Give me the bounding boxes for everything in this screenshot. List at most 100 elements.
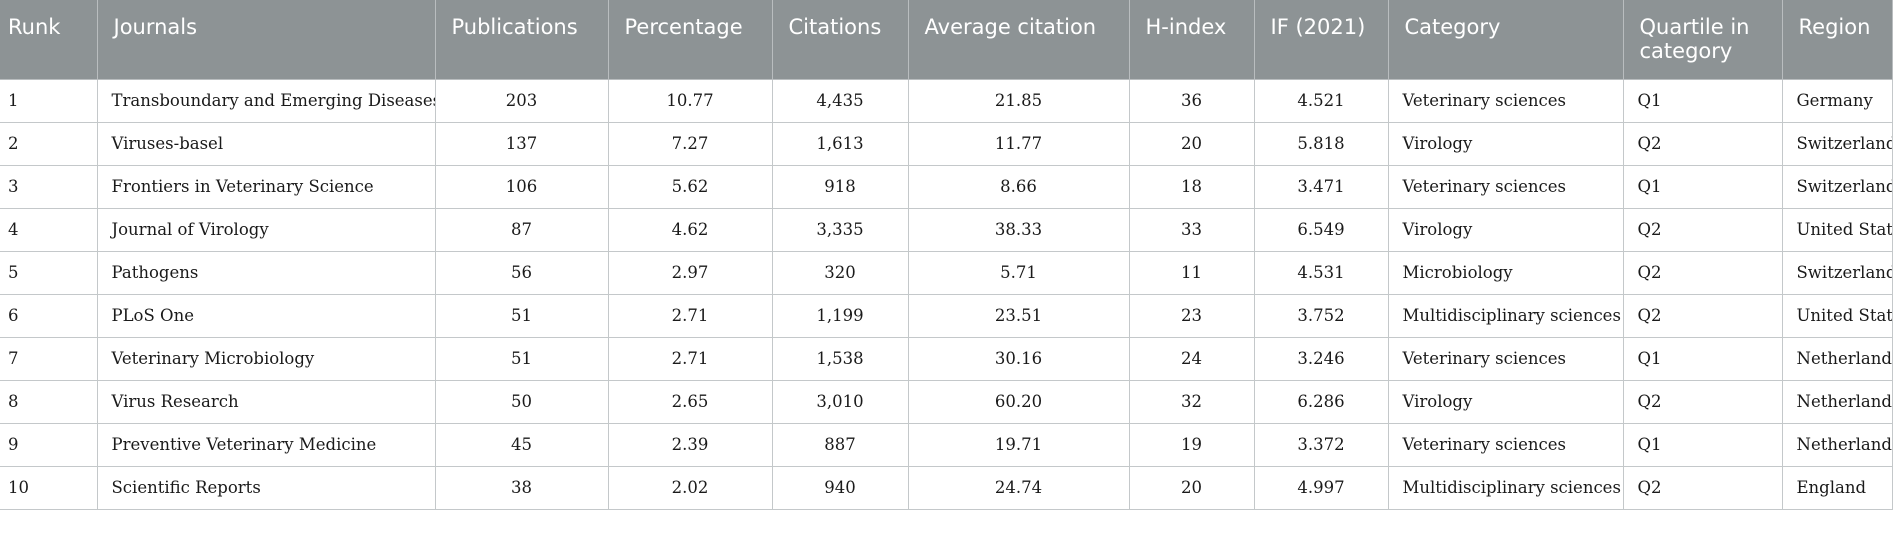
cell-region: Germany [1781, 78, 1893, 123]
cell-quartile: Q1 [1622, 336, 1783, 381]
table-header: Runk Journals Publications Percentage Ci… [0, 0, 1893, 80]
cell-publications: 38 [434, 465, 609, 510]
cell-category: Veterinary sciences [1387, 336, 1624, 381]
cell-journal: PLoS One [96, 293, 436, 338]
cell-journal: Journal of Virology [96, 207, 436, 252]
table-row: 6 PLoS One 51 2.71 1,199 23.51 23 3.752 Multidis… [0, 293, 1893, 338]
header-percentage: Percentage [607, 0, 773, 80]
cell-avg-citation: 21.85 [907, 78, 1130, 123]
cell-avg-citation: 5.71 [907, 250, 1130, 295]
header-h-index: H-index [1128, 0, 1255, 80]
cell-avg-citation: 23.51 [907, 293, 1130, 338]
cell-region: Netherlands [1781, 379, 1893, 424]
header-impact-factor: IF (2021) [1253, 0, 1389, 80]
cell-quartile: Q2 [1622, 121, 1783, 166]
cell-quartile: Q2 [1622, 250, 1783, 295]
cell-region: United States [1781, 207, 1893, 252]
header-citations: Citations [771, 0, 909, 80]
cell-category: Virology [1387, 121, 1624, 166]
cell-region: England [1781, 465, 1893, 510]
table-body: 1 Transboundary and Emerging Diseases 203 1… [0, 78, 1893, 510]
cell-category: Microbiology [1387, 250, 1624, 295]
cell-percentage: 7.27 [607, 121, 773, 166]
cell-h-index: 33 [1128, 207, 1255, 252]
cell-citations: 1,613 [771, 121, 909, 166]
table-row: 1 Transboundary and Emerging Diseases 203 1… [0, 78, 1893, 123]
header-rank: Runk [0, 0, 98, 80]
cell-region: Switzerland [1781, 121, 1893, 166]
cell-rank: 9 [0, 422, 98, 467]
cell-quartile: Q2 [1622, 465, 1783, 510]
cell-impact-factor: 4.521 [1253, 78, 1389, 123]
cell-h-index: 32 [1128, 379, 1255, 424]
cell-avg-citation: 30.16 [907, 336, 1130, 381]
cell-citations: 1,199 [771, 293, 909, 338]
cell-percentage: 2.71 [607, 293, 773, 338]
cell-category: Virology [1387, 379, 1624, 424]
header-avg-citation: Average citation [907, 0, 1130, 80]
cell-rank: 4 [0, 207, 98, 252]
cell-citations: 887 [771, 422, 909, 467]
cell-journal: Virus Research [96, 379, 436, 424]
cell-h-index: 20 [1128, 465, 1255, 510]
cell-publications: 50 [434, 379, 609, 424]
table-row: 7 Veterinary Microbiology 51 2.71 1,538 30.16… [0, 336, 1893, 381]
cell-percentage: 2.97 [607, 250, 773, 295]
header-journal: Journals [96, 0, 436, 80]
cell-quartile: Q1 [1622, 78, 1783, 123]
cell-citations: 1,538 [771, 336, 909, 381]
cell-quartile: Q2 [1622, 207, 1783, 252]
cell-journal: Frontiers in Veterinary Science [96, 164, 436, 209]
table-row: 4 Journal of Virology 87 4.62 3,335 38.33 33 6.… [0, 207, 1893, 252]
cell-rank: 6 [0, 293, 98, 338]
cell-journal: Viruses-basel [96, 121, 436, 166]
cell-citations: 4,435 [771, 78, 909, 123]
cell-journal: Preventive Veterinary Medicine [96, 422, 436, 467]
cell-h-index: 19 [1128, 422, 1255, 467]
cell-impact-factor: 4.997 [1253, 465, 1389, 510]
cell-quartile: Q2 [1622, 293, 1783, 338]
cell-journal: Pathogens [96, 250, 436, 295]
cell-citations: 940 [771, 465, 909, 510]
cell-category: Multidisciplinary sciences [1387, 293, 1624, 338]
cell-publications: 56 [434, 250, 609, 295]
cell-impact-factor: 3.246 [1253, 336, 1389, 381]
cell-percentage: 10.77 [607, 78, 773, 123]
cell-impact-factor: 3.752 [1253, 293, 1389, 338]
cell-publications: 87 [434, 207, 609, 252]
cell-h-index: 20 [1128, 121, 1255, 166]
cell-rank: 1 [0, 78, 98, 123]
cell-journal: Transboundary and Emerging Diseases [96, 78, 436, 123]
cell-category: Multidisciplinary sciences [1387, 465, 1624, 510]
cell-percentage: 4.62 [607, 207, 773, 252]
cell-citations: 3,335 [771, 207, 909, 252]
cell-category: Veterinary sciences [1387, 422, 1624, 467]
cell-avg-citation: 38.33 [907, 207, 1130, 252]
table-row: 5 Pathogens 56 2.97 320 5.71 11 4.531 Microbiolo… [0, 250, 1893, 295]
cell-avg-citation: 24.74 [907, 465, 1130, 510]
cell-impact-factor: 3.372 [1253, 422, 1389, 467]
cell-avg-citation: 8.66 [907, 164, 1130, 209]
header-publications: Publications [434, 0, 609, 80]
header-row: Runk Journals Publications Percentage Ci… [0, 0, 1893, 80]
table-row: 2 Viruses-basel 137 7.27 1,613 11.77 20 5.818 Vi… [0, 121, 1893, 166]
cell-publications: 45 [434, 422, 609, 467]
cell-rank: 10 [0, 465, 98, 510]
cell-percentage: 2.02 [607, 465, 773, 510]
cell-region: United States [1781, 293, 1893, 338]
cell-quartile: Q2 [1622, 379, 1783, 424]
cell-region: Switzerland [1781, 250, 1893, 295]
cell-rank: 7 [0, 336, 98, 381]
cell-h-index: 18 [1128, 164, 1255, 209]
cell-citations: 918 [771, 164, 909, 209]
cell-publications: 203 [434, 78, 609, 123]
cell-percentage: 2.71 [607, 336, 773, 381]
cell-category: Veterinary sciences [1387, 164, 1624, 209]
cell-publications: 106 [434, 164, 609, 209]
header-quartile: Quartile in category [1622, 0, 1783, 80]
table-row: 8 Virus Research 50 2.65 3,010 60.20 32 6.286 Vi… [0, 379, 1893, 424]
table-row: 9 Preventive Veterinary Medicine 45 2.39 887… [0, 422, 1893, 467]
cell-rank: 5 [0, 250, 98, 295]
cell-h-index: 24 [1128, 336, 1255, 381]
cell-h-index: 23 [1128, 293, 1255, 338]
